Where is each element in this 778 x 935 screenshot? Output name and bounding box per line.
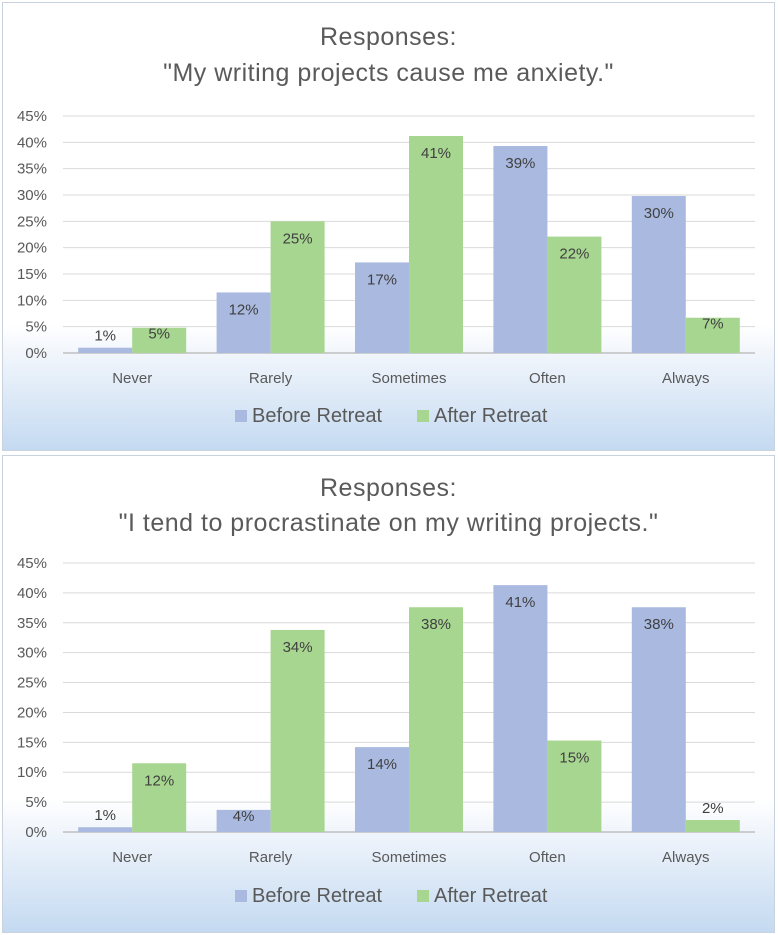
data-label: 39%: [505, 155, 535, 172]
bar-before-never: [78, 827, 133, 832]
bar-before-rarely: [216, 292, 271, 353]
y-tick-label: 5%: [25, 319, 47, 336]
data-label: 25%: [283, 230, 313, 247]
bar-before-rarely: [216, 809, 271, 832]
legend-swatch: [417, 410, 429, 422]
x-tick-label: Often: [529, 370, 566, 387]
bar-after-sometimes: [409, 607, 463, 832]
data-label: 5%: [148, 326, 170, 343]
bar-chart-anxiety: 0% 5% 10% 15% 20% 25% 30% 35% 40% 45% Never 1% 5% Rar…: [17, 108, 755, 427]
bar-before-often: [493, 146, 548, 353]
data-label: 15%: [559, 750, 589, 767]
bar-after-sometimes: [409, 136, 463, 353]
legend-swatch: [235, 890, 247, 902]
x-tick-label: Never: [112, 849, 152, 866]
chart-title-line1: Responses:: [319, 474, 458, 502]
y-tick-label: 25%: [17, 213, 47, 230]
data-label: 4%: [233, 808, 255, 825]
bar-after-always: [685, 317, 740, 353]
legend-label: After Retreat: [434, 885, 548, 907]
data-label: 1%: [94, 328, 116, 345]
data-label: 38%: [644, 616, 674, 633]
chart-title-line2: "I tend to procrastinate on my writing p…: [118, 509, 659, 537]
y-tick-label: 10%: [17, 292, 47, 309]
chart-panel-anxiety: Responses: "My writing projects cause me…: [2, 2, 775, 451]
data-label: 22%: [559, 246, 589, 263]
bar-before-often: [493, 585, 548, 832]
data-label: 14%: [367, 756, 397, 773]
y-tick-label: 40%: [17, 134, 47, 151]
y-tick-label: 45%: [17, 555, 47, 572]
y-tick-label: 0%: [25, 345, 47, 362]
bar-before-never: [78, 347, 133, 353]
y-tick-label: 25%: [17, 675, 47, 692]
x-tick-label: Sometimes: [371, 849, 446, 866]
chart-panel-procrastinate: Responses: "I tend to procrastinate on m…: [2, 455, 775, 933]
x-tick-label: Sometimes: [371, 370, 446, 387]
bar-after-often: [547, 236, 602, 353]
chart-title-line1: Responses:: [319, 23, 458, 51]
x-tick-label: Rarely: [249, 370, 293, 387]
legend-label: Before Retreat: [252, 885, 383, 907]
y-tick-label: 30%: [17, 187, 47, 204]
bar-after-always: [685, 820, 740, 832]
legend-label: After Retreat: [434, 405, 548, 427]
legend-swatch: [417, 890, 429, 902]
x-tick-label: Rarely: [249, 849, 293, 866]
x-tick-label: Always: [662, 849, 710, 866]
x-tick-label: Never: [112, 370, 152, 387]
bar-after-often: [547, 740, 602, 832]
bar-after-never: [132, 327, 187, 353]
data-label: 41%: [505, 594, 535, 611]
data-label: 30%: [644, 205, 674, 222]
bar-before-sometimes: [355, 262, 409, 353]
data-label: 7%: [702, 316, 724, 333]
x-tick-label: Always: [662, 370, 710, 387]
data-label: 34%: [283, 639, 313, 656]
y-tick-label: 45%: [17, 108, 47, 125]
legend-label: Before Retreat: [252, 405, 383, 427]
chart-title-line2: "My writing projects cause me anxiety.": [163, 59, 614, 87]
bar-chart-procrastinate: 0% 5% 10% 15% 20% 25% 30% 35% 40% 45% Never 1% 12% Ra…: [17, 555, 755, 907]
data-label: 2%: [702, 800, 724, 817]
y-tick-label: 40%: [17, 585, 47, 602]
bar-before-always: [631, 607, 686, 832]
y-tick-label: 15%: [17, 734, 47, 751]
data-label: 12%: [144, 772, 174, 789]
y-tick-label: 30%: [17, 645, 47, 662]
y-tick-label: 20%: [17, 704, 47, 721]
data-label: 1%: [94, 807, 116, 824]
data-label: 38%: [421, 616, 451, 633]
y-tick-label: 5%: [25, 794, 47, 811]
data-label: 12%: [229, 301, 259, 318]
data-label: 41%: [421, 145, 451, 162]
y-tick-label: 10%: [17, 764, 47, 781]
x-tick-label: Often: [529, 849, 566, 866]
y-tick-label: 35%: [17, 615, 47, 632]
bar-after-rarely: [270, 221, 325, 353]
y-tick-label: 0%: [25, 824, 47, 841]
y-tick-label: 20%: [17, 240, 47, 257]
y-tick-label: 15%: [17, 266, 47, 283]
y-tick-label: 35%: [17, 161, 47, 178]
bar-before-sometimes: [355, 747, 409, 832]
bar-after-rarely: [270, 629, 325, 832]
data-label: 17%: [367, 271, 397, 288]
bar-before-always: [631, 196, 686, 353]
legend-swatch: [235, 410, 247, 422]
bar-after-never: [132, 763, 187, 832]
